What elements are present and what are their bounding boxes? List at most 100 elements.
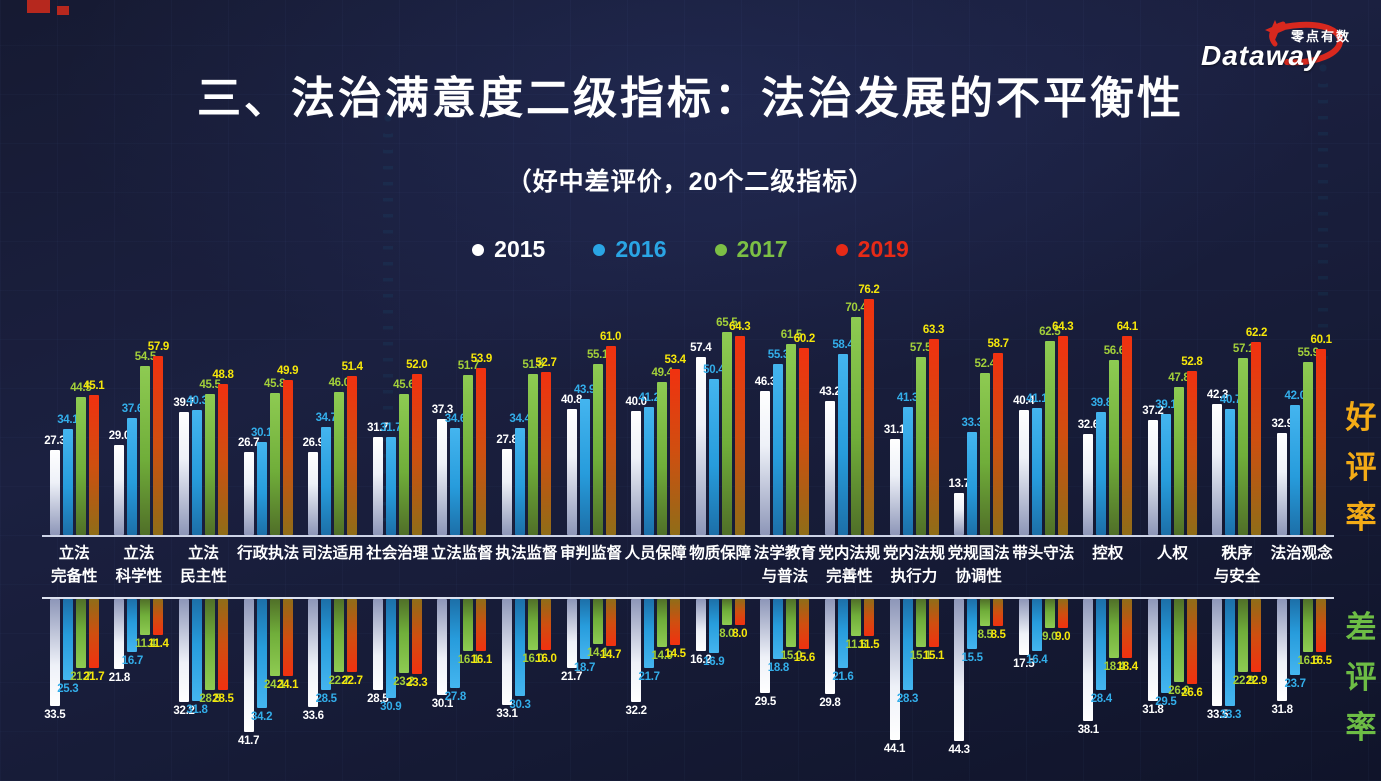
bar-value-label: 39.1 [1155, 399, 1177, 411]
bar-2016 [191, 599, 202, 701]
category-label: 司法适用 [300, 542, 365, 589]
bar-slot: 26.9 [303, 285, 324, 535]
bar-value-label: 25.3 [57, 683, 79, 695]
bar-2015 [631, 411, 642, 535]
bar-value-label: 21.7 [70, 671, 92, 683]
bar-slot: 16.1 [458, 599, 479, 767]
bar-2015 [824, 401, 835, 535]
bar-value-label: 26.9 [302, 437, 324, 449]
category-line1: 人权 [1156, 545, 1188, 562]
bar-slot: 31.8 [186, 599, 208, 767]
bar-2017 [1238, 599, 1249, 672]
bar-value-label: 31.7 [367, 422, 389, 434]
bar-group: 30.1 27.8 16.1 16.1 [430, 599, 495, 767]
bar-value-label: 21.8 [108, 672, 130, 684]
bar-2017 [1173, 387, 1184, 535]
side-label-negative: 差评率 [1340, 602, 1381, 747]
bar-2015 [1212, 599, 1223, 706]
category-line1: 执法监督 [495, 545, 558, 562]
legend-dot [472, 243, 485, 256]
bar-value-label: 18.4 [1116, 661, 1138, 673]
bar-group: 13.7 33.3 52.4 58.7 [946, 285, 1011, 535]
bar-value-label: 40.3 [186, 395, 208, 407]
bar-value-label: 65.5 [716, 317, 738, 329]
bar-2019 [1251, 599, 1262, 672]
bar-2016 [837, 599, 848, 668]
bar-2019 [734, 336, 745, 535]
bar-2015 [372, 437, 383, 535]
category-line1: 立法 [123, 545, 155, 562]
bar-value-label: 52.7 [535, 357, 557, 369]
bar-value-label: 34.2 [250, 711, 273, 723]
bar-2017 [463, 599, 474, 651]
bar-2019 [540, 599, 551, 650]
bar-value-label: 33.5 [44, 709, 66, 721]
bar-value-label: 11.5 [858, 639, 880, 651]
bar-group: 32.6 39.8 56.6 64.1 [1076, 285, 1141, 535]
bar-group: 39.7 40.3 45.5 48.8 [171, 285, 236, 535]
bar-slot: 44.5 [70, 285, 92, 535]
bar-group: 31.8 23.7 16.5 16.5 [1269, 599, 1334, 767]
bar-slot: 30.1 [432, 599, 453, 767]
bar-2019 [88, 395, 99, 535]
bar-slot: 41.1 [1026, 285, 1048, 535]
bar-slot: 34.6 [445, 285, 466, 535]
bar-slot: 8.5 [990, 599, 1006, 767]
category-line1: 党内法规 [818, 545, 881, 562]
bar-slot: 33.6 [303, 599, 324, 767]
category-line2: 完善性 [826, 568, 873, 586]
bar-2016 [127, 418, 138, 535]
bar-2019 [476, 599, 487, 651]
side-label-char: 率 [1345, 710, 1377, 745]
bar-slot: 70.4 [845, 285, 867, 535]
legend-item-2019: 2019 [835, 236, 909, 263]
bar-group: 26.9 34.7 46.0 51.4 [300, 285, 365, 535]
bar-slot: 45.1 [83, 285, 105, 535]
bar-group: 41.7 34.2 24.1 24.1 [236, 599, 301, 767]
bar-group: 33.6 28.5 22.7 22.7 [300, 599, 365, 767]
bar-value-label: 16.1 [470, 654, 492, 666]
bar-value-label: 51.4 [341, 361, 363, 373]
bar-value-label: 32.2 [173, 705, 195, 717]
bar-value-label: 53.9 [470, 353, 492, 365]
bar-value-label: 58.4 [832, 339, 854, 351]
bar-value-label: 41.3 [896, 392, 919, 404]
bar-2015 [243, 599, 254, 732]
bar-value-label: 50.4 [703, 364, 725, 376]
bar-2019 [1122, 599, 1133, 658]
bar-value-label: 37.2 [1142, 405, 1164, 417]
bar-slot: 15.1 [910, 599, 931, 767]
bar-2016 [1225, 409, 1236, 535]
bar-slot: 29.5 [1155, 599, 1177, 767]
bar-2016 [773, 364, 784, 535]
bar-slot: 16.0 [535, 599, 557, 767]
bar-value-label: 8.5 [990, 629, 1006, 641]
bar-slot: 39.8 [1091, 285, 1112, 535]
bar-2015 [1083, 434, 1094, 535]
bar-slot: 18.8 [768, 599, 789, 767]
bar-2019 [1316, 349, 1327, 535]
bar-slot: 22.9 [1246, 599, 1267, 767]
bar-2017 [657, 382, 668, 535]
bar-2016 [256, 599, 267, 708]
bar-value-label: 60.1 [1310, 334, 1332, 346]
bar-slot: 37.6 [122, 285, 143, 535]
bar-slot: 39.1 [1155, 285, 1177, 535]
bar-value-label: 37.6 [121, 403, 143, 415]
bar-value-label: 43.2 [819, 386, 841, 398]
bar-slot: 27.3 [44, 285, 66, 535]
bar-slot: 31.7 [380, 285, 402, 535]
bar-value-label: 30.3 [509, 699, 531, 711]
bar-group: 31.7 31.7 45.6 52.0 [365, 285, 430, 535]
bar-2019 [1122, 336, 1133, 535]
bar-value-label: 41.2 [638, 392, 660, 404]
bar-2015 [1083, 599, 1094, 721]
bar-value-label: 33.3 [961, 417, 983, 429]
dataway-logo: Dataway 零点有数 [1183, 18, 1353, 78]
bar-value-label: 37.3 [431, 404, 453, 416]
bar-value-label: 44.1 [883, 743, 906, 755]
bar-2019 [863, 599, 874, 636]
bar-group: 32.9 42.0 55.9 60.1 [1269, 285, 1334, 535]
bar-slot: 44.1 [884, 599, 905, 767]
bar-slot: 16.1 [471, 599, 492, 767]
